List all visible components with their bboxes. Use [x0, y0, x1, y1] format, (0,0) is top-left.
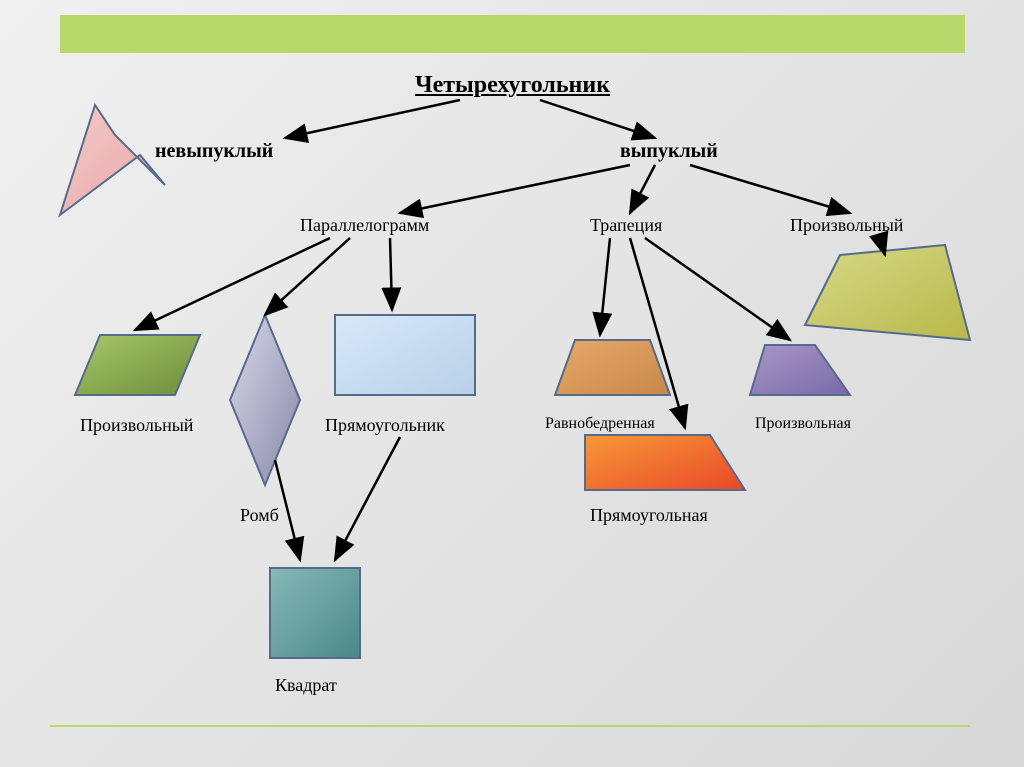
tree-edge — [630, 238, 685, 428]
node-rhombus: Ромб — [240, 505, 279, 526]
tree-edge — [690, 165, 850, 213]
square-shape — [270, 568, 360, 658]
node-isosceles: Равнобедренная — [545, 415, 655, 433]
arbitrary-trapezoid-shape — [750, 345, 850, 395]
arbitrary-convex-shape — [805, 245, 970, 340]
tree-edge — [880, 238, 885, 255]
node-convex: выпуклый — [620, 140, 718, 163]
tree-edge — [600, 238, 610, 335]
tree-edge — [540, 100, 655, 138]
diagram-svg — [0, 0, 1024, 767]
node-rectangle: Прямоугольник — [325, 415, 445, 436]
tree-edge — [400, 165, 630, 213]
nonconvex-shape — [60, 105, 165, 215]
tree-edge — [645, 238, 790, 340]
node-nonconvex: невыпуклый — [155, 140, 273, 163]
node-right_angled: Прямоугольная — [590, 505, 708, 526]
right-trapezoid-shape — [585, 435, 745, 490]
header-bar — [60, 15, 965, 53]
node-arbitrary_convex: Произвольный — [790, 215, 903, 236]
tree-edge — [390, 238, 392, 310]
isosceles-trapezoid-shape — [555, 340, 670, 395]
node-trapezoid: Трапеция — [590, 215, 662, 236]
node-square: Квадрат — [275, 675, 337, 696]
tree-edge — [265, 238, 350, 315]
node-parallelogram: Параллелограмм — [300, 215, 429, 236]
tree-edge — [335, 437, 400, 560]
node-arbitrary_para: Произвольный — [80, 415, 193, 436]
footer-line — [50, 725, 970, 727]
rectangle-shape — [335, 315, 475, 395]
node-arbitrary_trap: Произвольная — [755, 415, 851, 433]
tree-edge — [135, 238, 330, 330]
tree-edge — [285, 100, 460, 138]
parallelogram-shape — [75, 335, 200, 395]
rhombus-shape — [230, 315, 300, 485]
tree-edge — [630, 165, 655, 213]
diagram-title: Четырехугольник — [415, 72, 610, 99]
